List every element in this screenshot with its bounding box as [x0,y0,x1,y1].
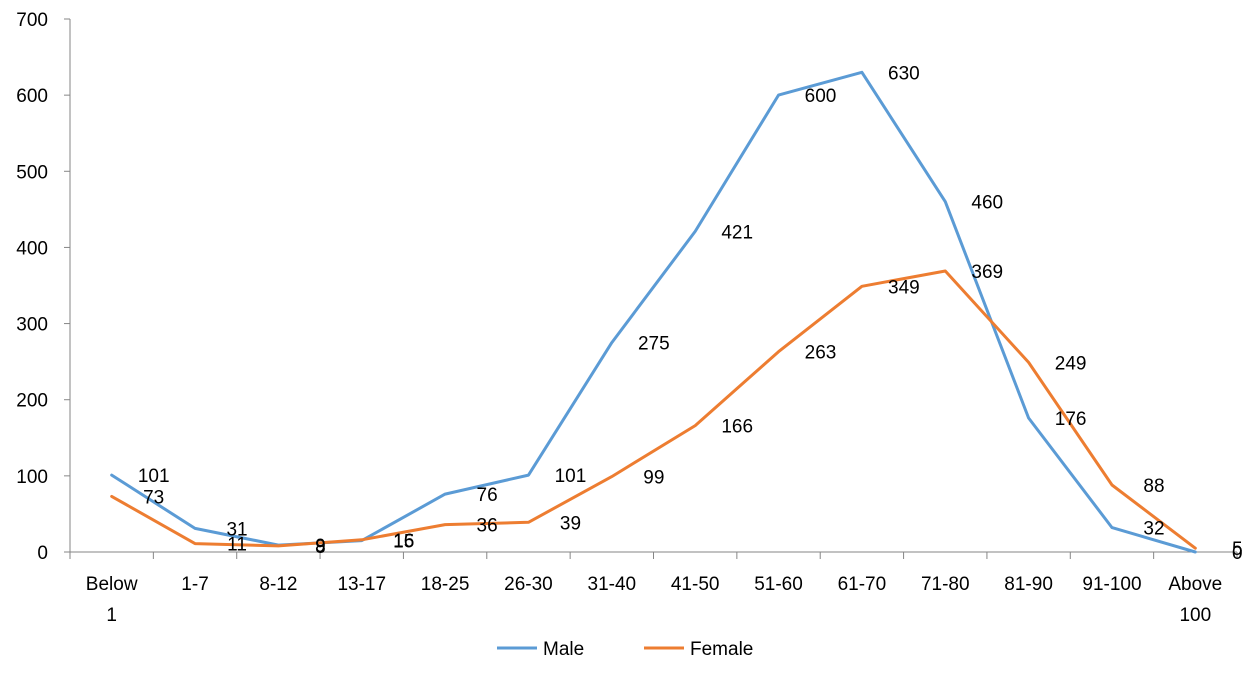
data-label: 460 [971,193,1003,214]
x-tick-label: 18-25 [421,574,470,595]
y-tick-label: 700 [16,10,48,31]
data-label: 630 [888,63,920,84]
data-label: 8 [315,537,326,558]
x-tick-label: Below [86,574,138,595]
data-label: 5 [1232,539,1243,560]
data-label: 76 [477,485,498,506]
data-label: 9 [315,536,326,557]
data-label: 99 [643,468,664,489]
legend-item-female: Female [644,639,753,660]
y-tick-label: 0 [37,543,48,564]
series-lines [110,70,1197,554]
y-tick-label: 600 [16,86,48,107]
data-label: 88 [1143,476,1164,497]
x-tick-label: 26-30 [504,574,553,595]
x-tick-label: 31-40 [588,574,637,595]
data-label: 0 [1232,543,1243,564]
x-tick-label: 8-12 [259,574,297,595]
data-label: 176 [1055,409,1087,430]
data-label: 101 [138,466,170,487]
x-tick-label: Above [1168,574,1222,595]
data-label: 249 [1055,353,1087,374]
y-axis-ticks: 0 100 200 300 400 500 600 700 [16,10,70,564]
data-label: 36 [477,516,498,537]
data-label: 31 [226,519,247,540]
data-label: 32 [1143,519,1164,540]
data-label: 349 [888,277,920,298]
x-tick-label: 61-70 [838,574,887,595]
data-label: 421 [721,222,753,243]
x-tick-label: 100 [1179,605,1211,626]
data-label: 16 [393,531,414,552]
data-label: 275 [638,334,670,355]
data-label: 101 [555,466,587,487]
data-label: 166 [721,417,753,438]
legend-label: Female [690,639,753,660]
data-label: 263 [805,343,837,364]
y-tick-label: 300 [16,315,48,336]
x-tick-label: 1-7 [181,574,208,595]
data-label: 39 [560,513,581,534]
x-tick-label: 13-17 [337,574,386,595]
series-line-female [110,269,1197,550]
data-label: 73 [143,487,164,508]
data-label: 369 [971,262,1003,283]
y-tick-label: 400 [16,238,48,259]
x-tick-label: 51-60 [754,574,803,595]
legend-label: Male [543,639,584,660]
y-tick-label: 100 [16,467,48,488]
x-tick-label: 91-100 [1082,574,1141,595]
data-labels: 101 31 9 15 76 101 275 421 600 630 460 176 32 0 73 11 8 1… [138,63,1243,564]
x-tick-label: 71-80 [921,574,970,595]
y-tick-label: 500 [16,162,48,183]
legend-item-male: Male [497,639,584,660]
y-tick-label: 200 [16,391,48,412]
x-tick-label: 1 [106,605,117,626]
data-label: 11 [227,535,247,556]
x-tick-label: 41-50 [671,574,720,595]
data-label: 15 [393,532,414,553]
legend: Male Female [497,639,753,660]
data-label: 600 [805,86,837,107]
x-tick-label: 81-90 [1004,574,1053,595]
x-axis-ticks: Below 1 1-7 8-12 13-17 18-25 26-30 31-40 41-50 51… [69,552,1238,626]
